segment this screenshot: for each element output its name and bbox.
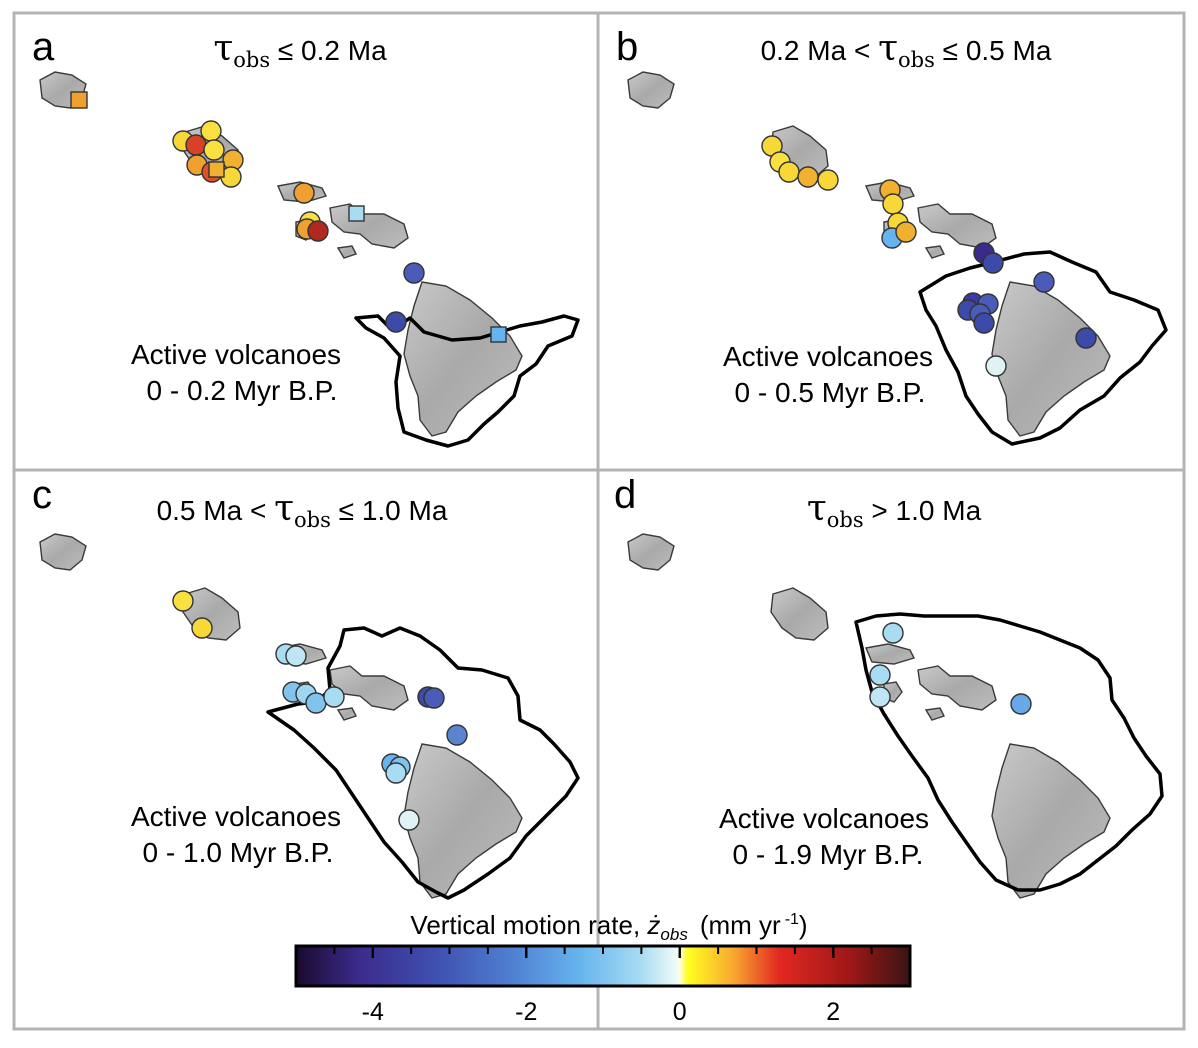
panel-a-square-marker [348,205,365,222]
panel-b-circle-marker [882,193,904,215]
colorbar: Vertical motion rate, żobs (mm yr -1) -4 -2… [294,910,912,1026]
panel-d-active-line2: 0 - 1.9 Myr B.P. [733,839,924,870]
panel-c-active-volcano-outline [266,626,580,900]
panel-b-title: 0.2 Ma < τobs ≤ 0.5 Ma [761,28,1052,72]
panel-d-title-tau: τ [807,488,827,529]
panel-b-title-pre: 0.2 Ma < [761,35,879,66]
panel-d-title: τobs > 1.0 Ma [807,488,982,532]
panel-a-circle-marker [185,134,207,156]
panel-c-circle-marker [385,762,407,784]
panel-b-circle-marker [985,355,1007,377]
panel-c-circle-marker [323,686,345,708]
panel-a-letter: a [32,25,55,69]
panel-c-title-post: ≤ 1.0 Ma [331,495,448,526]
colorbar-tick-label: 2 [826,998,840,1026]
panel-d-title-sub: obs [827,508,864,532]
panel-a-active-volcano-outline [354,314,580,448]
panel-a-circle-marker [203,139,225,161]
panel-b-active-volcano-outline [918,250,1168,446]
colorbar-title: Vertical motion rate, żobs (mm yr -1) [410,910,807,944]
panel-b-active-line1: Active volcanoes [723,341,933,372]
panel-c-circle-marker [305,692,327,714]
panel-c-circle-marker [172,590,194,612]
panel-c-circle-marker [285,645,307,667]
panel-d-circle-marker [869,664,891,686]
panel-a-circle-marker [385,311,407,333]
panel-a-square-marker [208,161,225,178]
panel-c-circle-marker [191,617,213,639]
panel-b-letter: b [616,25,638,69]
panel-a-title-post: ≤ 0.2 Ma [270,35,387,66]
colorbar-title-pre: Vertical motion rate, [410,910,647,940]
panel-a-circle-marker [403,262,425,284]
panel-b: b 0.2 Ma < τobs ≤ 0.5 Ma Active volcanoe… [616,25,1168,446]
panel-b-circle-marker [797,166,819,188]
panel-c: c 0.5 Ma < τobs ≤ 1.0 Ma Active volcanoe… [32,473,580,900]
panel-b-circle-marker [1033,271,1055,293]
panel-b-circle-marker [1075,327,1097,349]
colorbar-title-units-pre: (mm yr [700,910,781,940]
panel-c-letter: c [32,473,52,517]
panel-a-title-sub: obs [233,48,270,72]
panel-a-circle-marker [293,182,315,204]
panel-a-square-marker [490,326,507,343]
panel-b-title-post: ≤ 0.5 Ma [935,35,1052,66]
panel-d: d τobs > 1.0 Ma Active volcanoes 0 - 1.9… [614,473,1164,899]
panel-c-title-tau: τ [274,488,294,529]
panel-d-letter: d [614,473,636,517]
panel-c-title-sub: obs [294,508,331,532]
colorbar-ticks: -4 -2 0 2 [333,946,873,1026]
colorbar-title-symbol: ż [646,910,660,940]
panel-d-title-post: > 1.0 Ma [864,495,982,526]
panel-c-active-line1: Active volcanoes [131,801,341,832]
panel-a-circle-marker [307,220,329,242]
panel-b-circle-marker [778,161,800,183]
panel-b-title-tau: τ [878,28,898,69]
panel-b-circle-marker [817,169,839,191]
panel-a: a τobs ≤ 0.2 Ma Active volcanoes 0 - 0.2… [32,25,580,448]
panel-d-active-line1: Active volcanoes [719,803,929,834]
panel-c-title: 0.5 Ma < τobs ≤ 1.0 Ma [157,488,448,532]
panel-a-active-line2: 0 - 0.2 Myr B.P. [147,375,338,406]
panel-c-circle-marker [446,724,468,746]
colorbar-title-units-post: ) [799,910,808,940]
panel-b-markers [761,135,1097,377]
panel-c-markers [172,590,468,831]
panel-d-circle-marker [869,686,891,708]
panel-b-circle-marker [895,221,917,243]
panel-c-circle-marker [423,687,445,709]
colorbar-tick-label: 0 [673,998,687,1026]
panel-b-title-sub: obs [898,48,935,72]
panel-d-circle-marker [882,622,904,644]
panel-c-circle-marker [398,809,420,831]
panel-d-markers [869,622,1032,715]
panel-a-active-line1: Active volcanoes [131,339,341,370]
panel-d-circle-marker [1010,693,1032,715]
colorbar-tick-label: -4 [362,998,384,1026]
panel-a-title: τobs ≤ 0.2 Ma [213,28,387,72]
panel-b-active-line2: 0 - 0.5 Myr B.P. [735,377,926,408]
panel-b-circle-marker [973,312,995,334]
panel-a-square-marker [70,91,88,109]
colorbar-tick-label: -2 [515,998,537,1026]
panel-c-active-line2: 0 - 1.0 Myr B.P. [143,837,334,868]
panel-a-markers [70,91,507,343]
panel-d-active-volcano-outline [854,612,1164,892]
panel-a-title-tau: τ [213,28,233,69]
colorbar-title-symbol-sub: obs [660,925,688,944]
panel-c-title-pre: 0.5 Ma < [157,495,275,526]
panel-b-circle-marker [982,252,1004,274]
panel-grid [12,11,1186,1031]
colorbar-title-units-sup: -1 [785,911,799,928]
